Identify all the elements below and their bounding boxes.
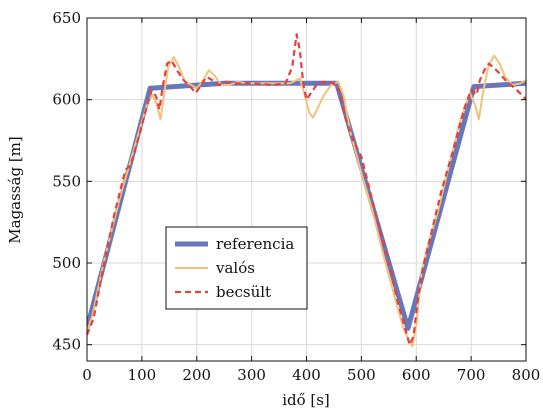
- legend-label-becsült: becsült: [216, 283, 271, 301]
- x-tick-label: 400: [292, 366, 321, 384]
- x-axis: 0 100 200 300 400 500 600 700 800: [82, 18, 540, 384]
- x-tick-label: 200: [182, 366, 211, 384]
- x-tick-label: 0: [82, 366, 92, 384]
- series-line-becsült: [87, 33, 526, 346]
- y-tick-label: 550: [52, 172, 81, 190]
- y-axis: 450 500 550 600 650: [52, 9, 526, 354]
- series-layer: [87, 33, 526, 348]
- x-tick-label: 100: [128, 366, 157, 384]
- x-tick-label: 800: [512, 366, 541, 384]
- y-tick-label: 450: [52, 336, 81, 354]
- y-tick-label: 500: [52, 254, 81, 272]
- x-tick-label: 600: [402, 366, 431, 384]
- x-tick-label: 700: [457, 366, 486, 384]
- x-tick-label: 300: [237, 366, 266, 384]
- y-tick-label: 650: [52, 9, 81, 27]
- y-axis-label: Magasság [m]: [6, 136, 24, 243]
- x-tick-label: 500: [347, 366, 376, 384]
- legend-label-valós: valós: [215, 259, 255, 277]
- legend-label-referencia: referencia: [216, 235, 294, 253]
- grid: [86, 17, 527, 361]
- legend: referencia valós becsült: [165, 226, 308, 310]
- y-tick-label: 600: [52, 91, 81, 109]
- series-line-valós: [87, 54, 526, 348]
- x-axis-label: idő [s]: [282, 391, 330, 409]
